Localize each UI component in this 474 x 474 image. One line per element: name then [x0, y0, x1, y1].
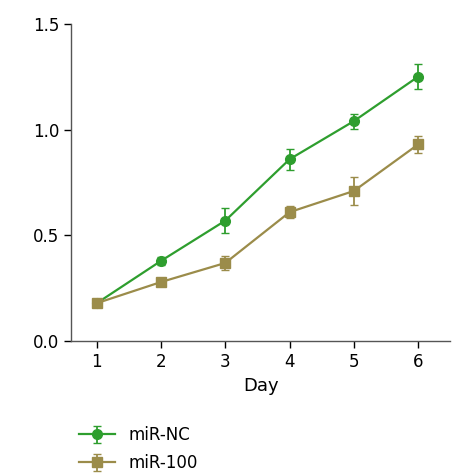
X-axis label: Day: Day — [243, 377, 279, 395]
Legend: miR-NC, miR-100: miR-NC, miR-100 — [72, 419, 205, 474]
